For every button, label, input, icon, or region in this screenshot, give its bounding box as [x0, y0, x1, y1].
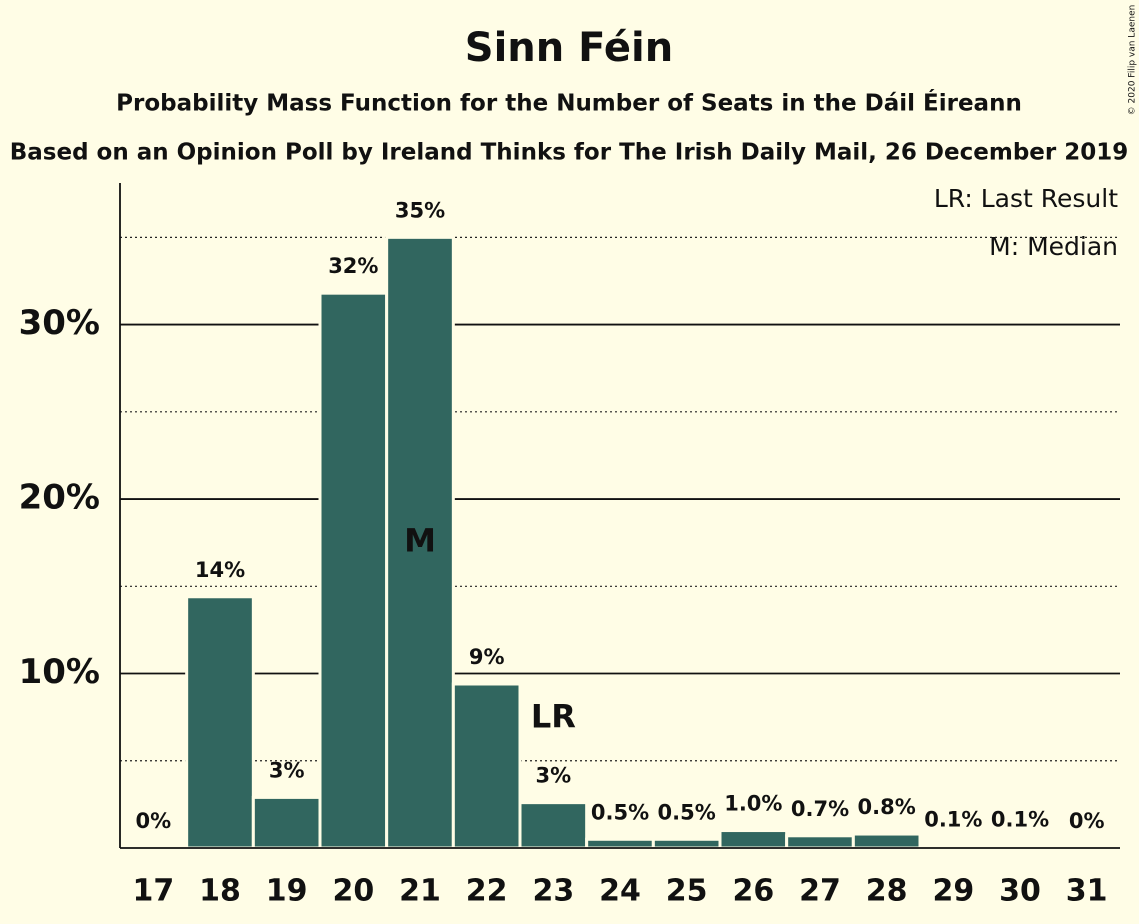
y-tick-label: 20%	[19, 478, 100, 518]
value-label: 0.5%	[591, 800, 649, 824]
value-label: 0.7%	[791, 797, 849, 821]
legend-entry: M: Median	[989, 232, 1118, 261]
value-label: 0.1%	[991, 807, 1049, 831]
value-label: 14%	[195, 558, 245, 582]
value-label: 1.0%	[724, 792, 782, 816]
x-tick-label: 28	[866, 874, 908, 909]
x-tick-label: 27	[799, 874, 841, 909]
bar	[518, 801, 589, 850]
chart-subtitle: Based on an Opinion Poll by Ireland Thin…	[10, 140, 1129, 166]
bar	[185, 595, 255, 850]
value-label: 0%	[1069, 809, 1105, 833]
bar	[651, 837, 722, 850]
y-tick-label: 10%	[19, 652, 100, 692]
bar	[785, 834, 855, 850]
value-label: 0.8%	[858, 795, 916, 819]
bar	[251, 795, 322, 850]
x-tick-label: 22	[466, 874, 508, 909]
x-tick-label: 21	[399, 874, 441, 909]
annotation: LR	[531, 698, 576, 736]
copyright: © 2020 Filip van Laenen	[1128, 5, 1138, 116]
bar	[851, 832, 922, 850]
x-tick-label: 20	[332, 874, 374, 909]
legend-entry: LR: Last Result	[934, 184, 1118, 213]
x-tick-label: 24	[599, 874, 641, 909]
bar	[585, 837, 655, 850]
value-label: 0%	[136, 809, 172, 833]
x-tick-label: 17	[132, 874, 174, 909]
chart-subtitle: Probability Mass Function for the Number…	[116, 89, 1022, 117]
x-tick-label: 31	[1066, 874, 1108, 909]
value-label: 3%	[269, 758, 305, 782]
x-tick-label: 29	[932, 874, 974, 909]
value-label: 0.1%	[924, 807, 982, 831]
y-tick-label: 30%	[19, 303, 100, 343]
bar	[718, 829, 789, 850]
x-tick-label: 30	[999, 874, 1041, 909]
chart-title: Sinn Féin	[465, 25, 673, 71]
value-label: 3%	[536, 764, 572, 788]
x-tick-label: 25	[666, 874, 708, 909]
bar	[451, 682, 522, 850]
value-label: 35%	[395, 198, 445, 222]
x-tick-label: 23	[532, 874, 574, 909]
value-label: 32%	[328, 254, 378, 278]
value-label: 0.5%	[658, 800, 716, 824]
x-tick-label: 26	[732, 874, 774, 909]
annotation: M	[404, 522, 436, 560]
value-label: 9%	[469, 645, 505, 669]
bar	[318, 291, 389, 850]
x-tick-label: 19	[266, 874, 308, 909]
x-tick-label: 18	[199, 874, 241, 909]
